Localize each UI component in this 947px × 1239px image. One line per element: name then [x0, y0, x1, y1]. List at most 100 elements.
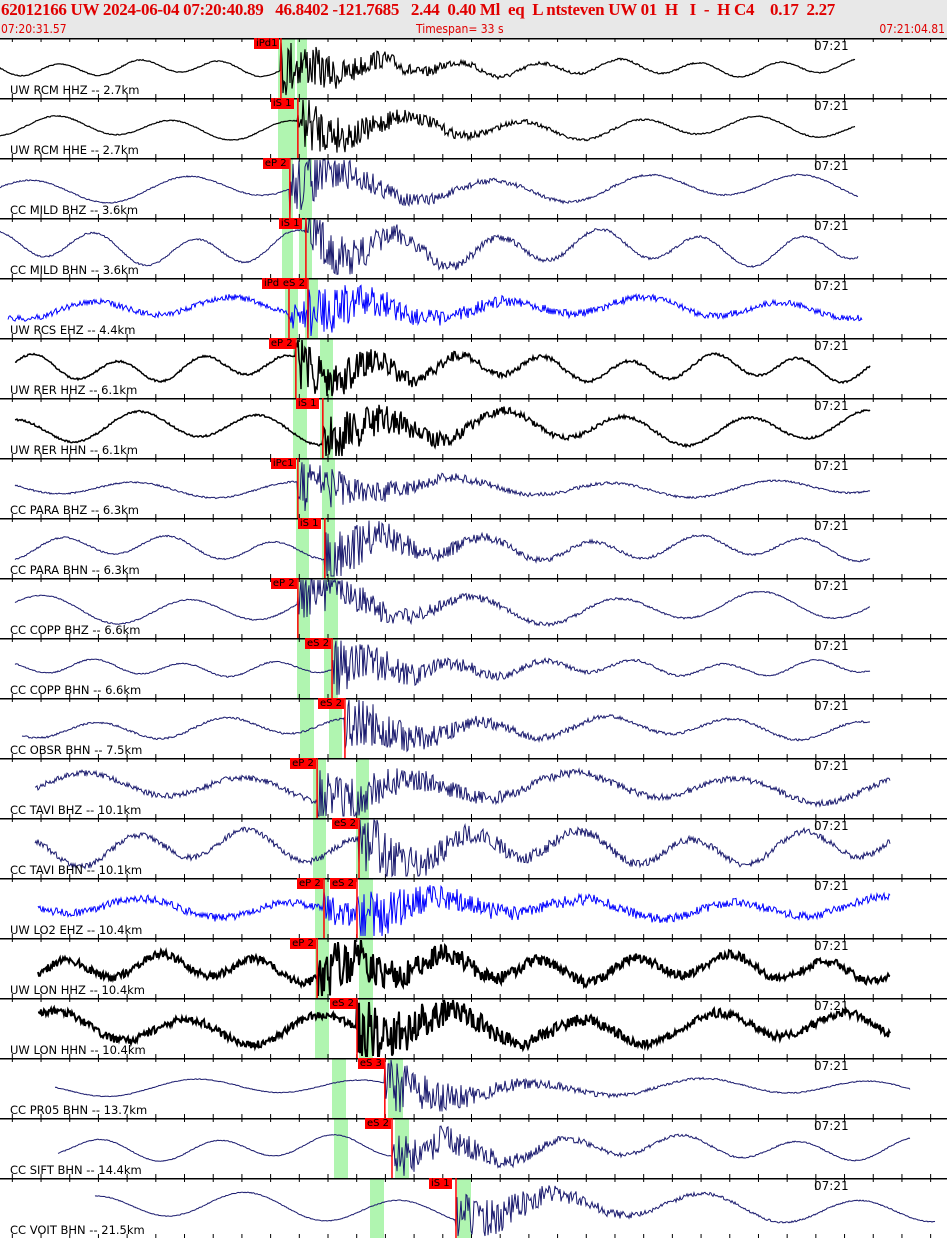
channel-panel[interactable]: iPc1 07:21 CC PARA BHZ -- 6.3km [0, 458, 947, 518]
pick-window [334, 1118, 348, 1178]
seismogram-trace [21, 699, 871, 753]
pick-window [282, 218, 293, 278]
channel-panel[interactable]: eP 2 07:21 CC MILD BHZ -- 3.6km [0, 158, 947, 218]
pick-label[interactable]: iPd1 [253, 38, 280, 49]
pick-label[interactable]: iPd [261, 278, 282, 289]
channel-panel[interactable]: eP 2 07:21 UW RER HHZ -- 6.1km [0, 338, 947, 398]
waveform-svg [0, 578, 947, 638]
pick-label[interactable]: eS 2 [331, 818, 359, 829]
channel-label: UW LON HHN -- 10.4km [10, 1043, 146, 1057]
pick-label[interactable]: iS 1 [270, 98, 294, 109]
waveform-svg [0, 1058, 947, 1118]
pick-label[interactable]: eS 3 [357, 1058, 384, 1069]
minute-label: 07:21 [814, 699, 849, 713]
channel-panel[interactable]: eS 2 07:21 UW LON HHN -- 10.4km [0, 998, 947, 1058]
seismogram-trace [54, 1059, 911, 1113]
waveform-svg [0, 818, 947, 878]
channel-label: CC SIFT BHN -- 14.4km [10, 1163, 142, 1177]
waveform-svg [0, 938, 947, 998]
channel-panel[interactable]: iS 1 07:21 CC PARA BHN -- 6.3km [0, 518, 947, 578]
waveform-svg [0, 1178, 947, 1238]
minute-label: 07:21 [814, 159, 849, 173]
seismogram-trace [14, 462, 871, 512]
channel-panel[interactable]: iS 1 07:21 CC VOIT BHN -- 21.5km [0, 1178, 947, 1238]
minute-label: 07:21 [814, 819, 849, 833]
minute-label: 07:21 [814, 519, 849, 533]
event-header: 62012166 UW 2024-06-04 07:20:40.89 46.84… [0, 0, 947, 38]
pick-label[interactable]: eS 2 [365, 1118, 392, 1129]
seismogram-trace [14, 640, 871, 695]
pick-label[interactable]: iPc1 [270, 458, 296, 469]
pick-window [315, 998, 329, 1058]
channel-label: UW RER HHN -- 6.1km [10, 443, 139, 457]
pick-label[interactable]: eP 2 [296, 878, 323, 889]
seismogram-trace [0, 158, 859, 217]
channel-label: UW RER HHZ -- 6.1km [10, 383, 138, 397]
pick-label[interactable]: eP 2 [262, 158, 289, 169]
seismogram-trace [94, 1185, 936, 1237]
pick-label[interactable]: eP 2 [290, 758, 316, 769]
minute-label: 07:21 [814, 39, 849, 53]
pick-label[interactable]: eP 2 [290, 938, 316, 949]
seismogram-trace [0, 99, 856, 153]
pick-label[interactable]: iS 1 [297, 518, 321, 529]
pick-window [329, 698, 342, 758]
waveform-svg [0, 458, 947, 518]
window-start-time: 07:20:31.57 [1, 22, 67, 36]
channel-panel[interactable]: eS 2 07:21 CC TAVI BHN -- 10.1km [0, 818, 947, 878]
channel-panel[interactable]: iPd eS 2 07:21 UW RCS EHZ -- 4.4km [0, 278, 947, 338]
channel-label: UW LO2 EHZ -- 10.4km [10, 923, 143, 937]
channel-label: UW RCS EHZ -- 4.4km [10, 323, 136, 337]
waveform-svg [0, 518, 947, 578]
waveform-svg [0, 98, 947, 158]
seismogram-trace [0, 42, 856, 96]
minute-label: 07:21 [814, 639, 849, 653]
pick-label[interactable]: eP 2 [268, 338, 295, 349]
channel-panel[interactable]: eP 2 07:21 CC COPP BHZ -- 6.6km [0, 578, 947, 638]
minute-label: 07:21 [814, 939, 849, 953]
minute-label: 07:21 [814, 339, 849, 353]
channel-panel[interactable]: iS 1 07:21 UW RER HHN -- 6.1km [0, 398, 947, 458]
channel-panel[interactable]: eS 3 07:21 CC PR05 BHN -- 13.7km [0, 1058, 947, 1118]
channel-panel[interactable]: eS 2 07:21 CC OBSR BHN -- 7.5km [0, 698, 947, 758]
waveform-svg [0, 398, 947, 458]
pick-label[interactable]: eS 2 [329, 878, 357, 889]
minute-label: 07:21 [814, 879, 849, 893]
waveform-svg [0, 698, 947, 758]
seismogram-trace [7, 284, 863, 337]
channel-label: CC PR05 BHN -- 13.7km [10, 1103, 148, 1117]
pick-window [315, 878, 329, 938]
channel-label: CC MILD BHZ -- 3.6km [10, 203, 139, 217]
pick-label[interactable]: iS 1 [278, 218, 302, 229]
pick-window [300, 698, 314, 758]
pick-label[interactable]: eS 2 [280, 278, 307, 289]
channel-panel[interactable]: eP 2 07:21 CC TAVI BHZ -- 10.1km [0, 758, 947, 818]
channel-panel[interactable]: eS 2 07:21 CC COPP BHN -- 6.6km [0, 638, 947, 698]
pick-label[interactable]: eP 2 [270, 578, 297, 589]
waveform-svg [0, 158, 947, 218]
seismogram-trace [37, 999, 891, 1057]
channel-panel[interactable]: iPd1 07:21 UW RCM HHZ -- 2.7km [0, 38, 947, 98]
waveform-panels[interactable]: iPd1 07:21 UW RCM HHZ -- 2.7km iS 1 07:21 UW … [0, 38, 947, 1238]
seismogram-trace [37, 939, 891, 997]
pick-label[interactable]: eS 2 [329, 998, 357, 1009]
channel-panel[interactable]: eP 2 07:21 UW LON HHZ -- 10.4km [0, 938, 947, 998]
seismogram-trace [0, 219, 859, 276]
pick-label[interactable]: iS 1 [428, 1178, 452, 1189]
pick-label[interactable]: eS 2 [317, 698, 344, 709]
seismogram-trace [57, 1125, 911, 1176]
channel-label: CC COPP BHN -- 6.6km [10, 683, 142, 697]
pick-label[interactable]: iS 1 [295, 398, 319, 409]
channel-panel[interactable]: iS 1 07:21 CC MILD BHN -- 3.6km [0, 218, 947, 278]
minute-label: 07:21 [814, 399, 849, 413]
channel-panel[interactable]: iS 1 07:21 UW RCM HHE -- 2.7km [0, 98, 947, 158]
minute-label: 07:21 [814, 219, 849, 233]
pick-label[interactable]: eS 2 [305, 638, 332, 649]
minute-label: 07:21 [814, 279, 849, 293]
channel-label: CC VOIT BHN -- 21.5km [10, 1223, 145, 1237]
seismogram-trace [14, 404, 871, 457]
channel-label: CC PARA BHN -- 6.3km [10, 563, 140, 577]
channel-panel[interactable]: eS 2 07:21 CC SIFT BHN -- 14.4km [0, 1118, 947, 1178]
timespan-label: Timespan= 33 s [416, 22, 504, 36]
channel-panel[interactable]: eP 2 eS 2 07:21 UW LO2 EHZ -- 10.4km [0, 878, 947, 938]
